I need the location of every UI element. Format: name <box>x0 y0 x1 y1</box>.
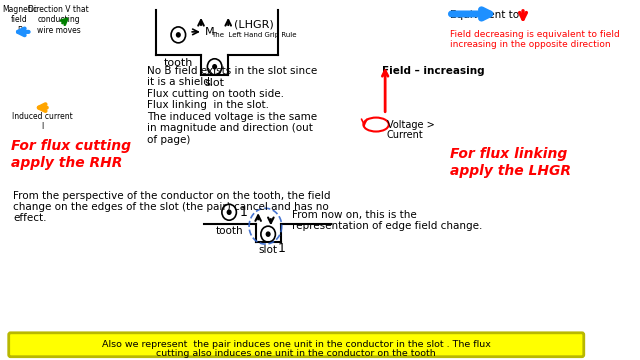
Text: it is a shield.: it is a shield. <box>147 77 213 87</box>
Text: tooth: tooth <box>164 58 193 68</box>
Text: No B field exists in the slot since: No B field exists in the slot since <box>147 66 317 76</box>
Text: Voltage >: Voltage > <box>387 120 435 130</box>
Text: Equivalent to: Equivalent to <box>451 10 520 20</box>
Text: cutting also induces one unit in the conductor on the tooth: cutting also induces one unit in the con… <box>156 349 436 358</box>
Text: For flux linking
apply the LHGR: For flux linking apply the LHGR <box>451 148 572 178</box>
Text: (LHGR): (LHGR) <box>234 20 273 30</box>
Text: The  Left Hand Grip Rule: The Left Hand Grip Rule <box>211 32 296 38</box>
Text: The induced voltage is the same: The induced voltage is the same <box>147 112 317 122</box>
Text: Flux cutting on tooth side.: Flux cutting on tooth side. <box>147 89 284 99</box>
Text: From now on, this is the: From now on, this is the <box>292 210 417 220</box>
Text: For flux cutting
apply the RHR: For flux cutting apply the RHR <box>10 139 131 170</box>
Text: Also we represent  the pair induces one unit in the conductor in the slot . The : Also we represent the pair induces one u… <box>102 340 491 349</box>
Text: Field – increasing: Field – increasing <box>383 66 485 76</box>
Text: of page): of page) <box>147 135 190 144</box>
Text: M: M <box>205 27 214 37</box>
Text: slot: slot <box>259 245 278 255</box>
Text: 1: 1 <box>278 242 286 255</box>
Text: change on the edges of the slot (the pair) cancel and has no: change on the edges of the slot (the pai… <box>13 202 329 212</box>
Text: tooth: tooth <box>215 226 243 236</box>
Text: representation of edge field change.: representation of edge field change. <box>292 221 482 231</box>
Text: increasing in the opposite direction: increasing in the opposite direction <box>451 40 611 49</box>
Text: Current: Current <box>387 130 424 140</box>
Text: Induced current
I: Induced current I <box>12 112 73 131</box>
Circle shape <box>176 32 181 38</box>
Text: Direction V that
conducting
wire moves: Direction V that conducting wire moves <box>28 5 89 35</box>
Circle shape <box>266 231 271 237</box>
Circle shape <box>212 64 217 69</box>
Circle shape <box>227 210 232 215</box>
Text: effect.: effect. <box>13 213 47 223</box>
Text: Field decreasing is equivalent to field: Field decreasing is equivalent to field <box>451 30 620 39</box>
Text: Flux linking  in the slot.: Flux linking in the slot. <box>147 100 269 110</box>
FancyBboxPatch shape <box>9 333 584 357</box>
Text: 1: 1 <box>240 206 248 219</box>
Text: slot: slot <box>205 78 225 88</box>
Text: Magnetic
field
B: Magnetic field B <box>2 5 37 35</box>
Text: From the perspective of the conductor on the tooth, the field: From the perspective of the conductor on… <box>13 191 331 201</box>
Text: in magnitude and direction (out: in magnitude and direction (out <box>147 123 312 133</box>
